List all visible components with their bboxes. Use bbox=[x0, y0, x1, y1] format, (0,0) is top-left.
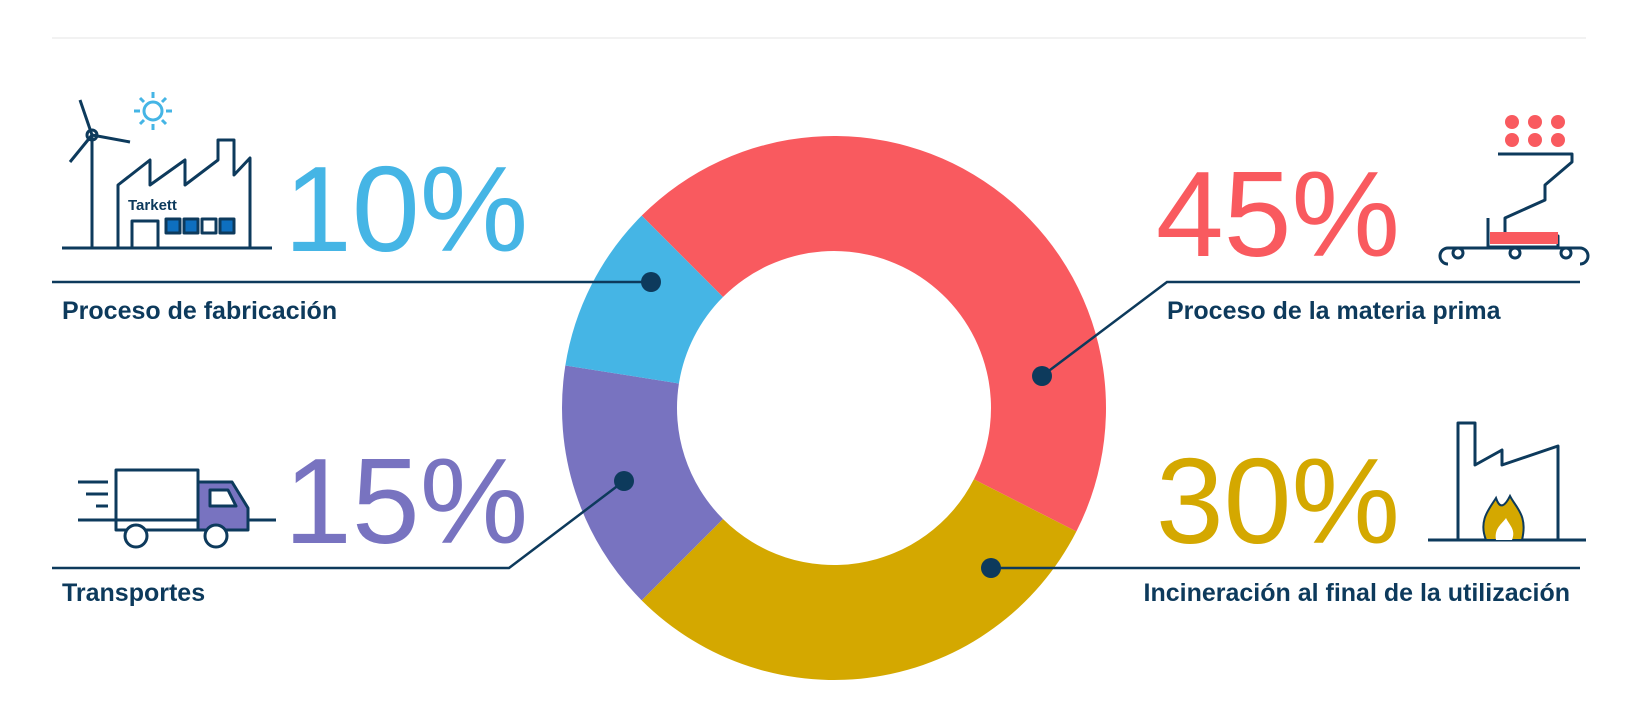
percent-label: 10% bbox=[284, 141, 528, 277]
percent-label: 15% bbox=[284, 433, 528, 569]
donut-segment bbox=[641, 479, 1077, 681]
leader-dot bbox=[614, 471, 634, 491]
factory-icon bbox=[62, 92, 272, 250]
percent-label: 30% bbox=[1156, 433, 1400, 569]
leader-dot bbox=[981, 558, 1001, 578]
leader-line bbox=[52, 480, 625, 570]
leader-line bbox=[1041, 280, 1580, 377]
donut-segment bbox=[562, 365, 723, 601]
annotations: 45% Proceso de la materia prima 30% Inciner… bbox=[52, 141, 1580, 607]
leader-dot bbox=[641, 272, 661, 292]
category-label: Incineración al final de la utilización bbox=[1144, 579, 1571, 607]
category-label: Proceso de la materia prima bbox=[1167, 297, 1502, 325]
category-label: Transportes bbox=[62, 579, 205, 607]
donut-segment bbox=[641, 136, 1106, 532]
donut-segment bbox=[565, 215, 723, 384]
truck-icon bbox=[78, 468, 276, 549]
category-label: Proceso de fabricación bbox=[62, 297, 337, 325]
percent-label: 45% bbox=[1156, 146, 1400, 282]
funnel-icon bbox=[1438, 115, 1590, 266]
logo-text: Tarkett bbox=[128, 197, 177, 214]
donut bbox=[562, 136, 1106, 681]
incinerator-icon bbox=[1428, 421, 1586, 542]
leader-dot bbox=[1032, 366, 1052, 386]
